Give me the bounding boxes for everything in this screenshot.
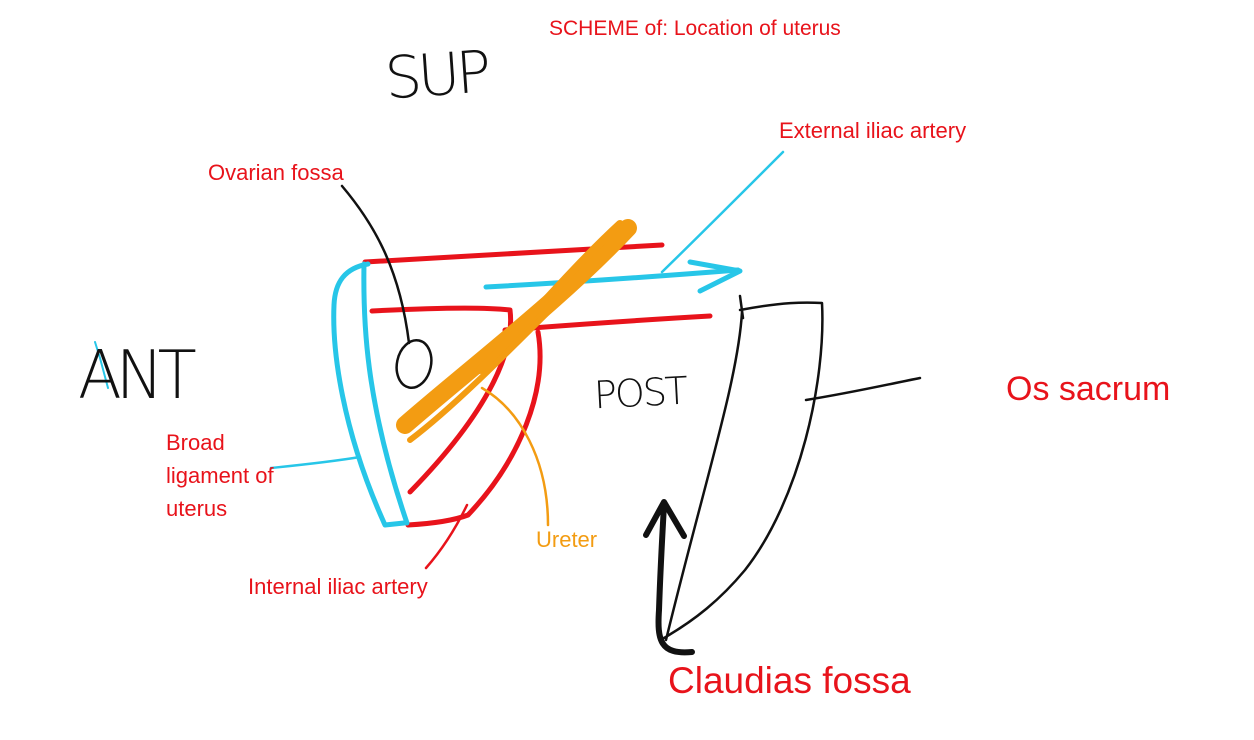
ureter-band [396,219,637,443]
ovary-circle [395,339,433,389]
broad-ligament-leader [269,455,362,470]
claudias-fossa-label: Claudias fossa [668,660,911,701]
external-iliac-leader [660,150,785,274]
ureter-label: Ureter [536,527,598,552]
external-iliac-artery-label: External iliac artery [779,118,967,143]
ovarian-fossa-leader [340,184,411,345]
anterior-orientation-label: ANT [78,337,197,415]
os-sacrum-outline [662,294,824,642]
superior-orientation-label: SUP [382,37,490,113]
broad-ligament-label: Broad ligament of uterus [166,430,274,521]
claudias-fossa-arrow [643,499,695,656]
os-sacrum-label: Os sacrum [1006,370,1171,408]
os-sacrum-leader [804,376,922,402]
ureter-leader [480,386,550,527]
internal-iliac-artery-label: Internal iliac artery [248,574,428,599]
diagram-title: SCHEME of: Location of uterus [549,17,841,40]
ovarian-fossa-label: Ovarian fossa [208,160,344,185]
external-iliac-artery-arrow [483,259,743,294]
broad-ligament-outline [331,261,410,528]
ant-blue-mark [94,341,109,389]
internal-iliac-leader [424,503,469,570]
posterior-orientation-label: POST [592,368,688,418]
